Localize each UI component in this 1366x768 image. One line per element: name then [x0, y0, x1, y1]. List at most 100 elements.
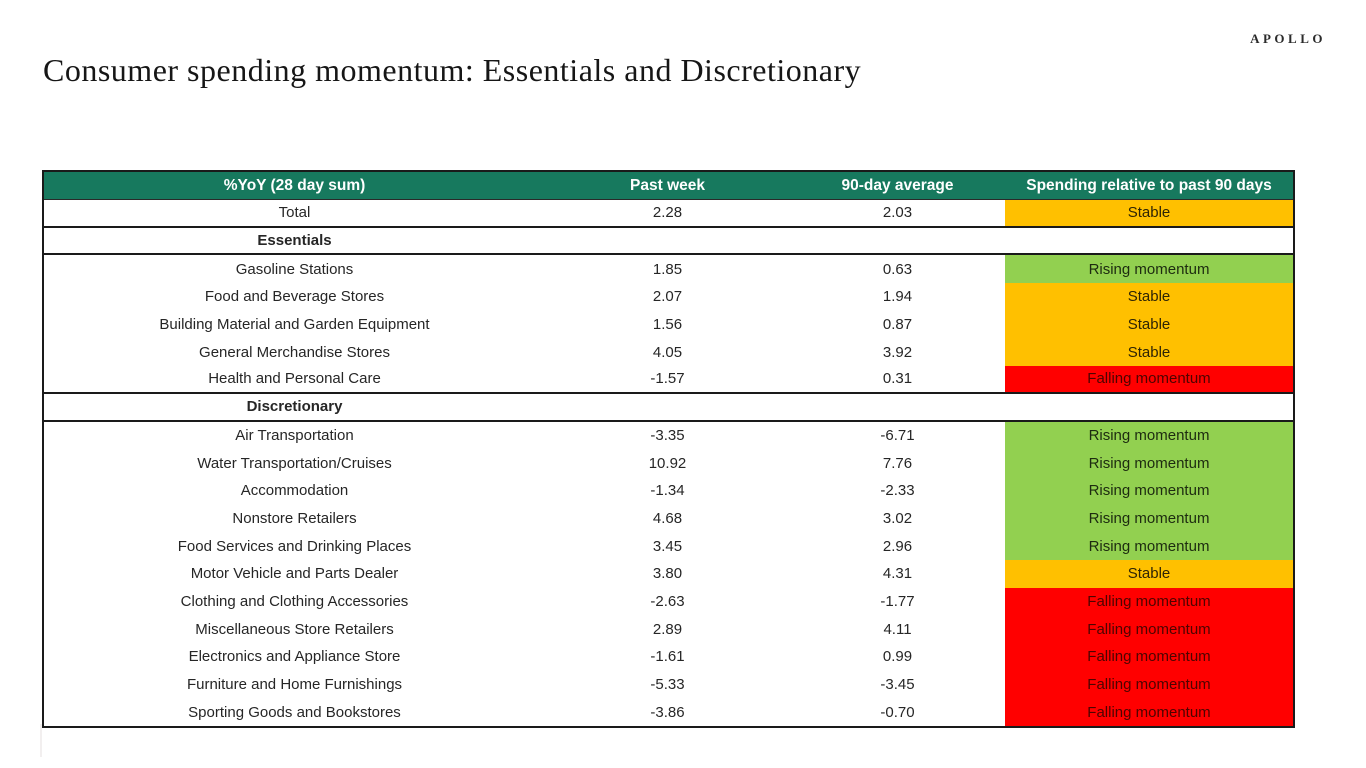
category-cell: Building Material and Garden Equipment — [159, 316, 430, 334]
table-row: Food and Beverage Stores 2.07 1.94 Stabl… — [44, 283, 1293, 311]
past-week-cell: -1.61 — [650, 648, 685, 666]
avg90-cell: 0.31 — [882, 370, 913, 388]
avg90-cell: -2.33 — [880, 482, 915, 500]
table-row: Discretionary — [44, 394, 1293, 422]
column-header-past-week: Past week — [630, 176, 705, 194]
category-cell: Essentials — [257, 232, 332, 250]
category-cell: Sporting Goods and Bookstores — [188, 703, 401, 721]
apollo-logo: APOLLO — [1250, 31, 1326, 46]
category-cell: Food and Beverage Stores — [204, 288, 385, 306]
category-cell: Furniture and Home Furnishings — [186, 676, 403, 694]
table-row: Water Transportation/Cruises 10.92 7.76 … — [44, 449, 1293, 477]
spending-momentum-table: %YoY (28 day sum) Past week 90-day avera… — [42, 170, 1295, 729]
category-cell: Clothing and Clothing Accessories — [180, 592, 409, 610]
category-cell: Food Services and Drinking Places — [177, 537, 412, 555]
category-cell: Nonstore Retailers — [232, 509, 357, 527]
table-row: Food Services and Drinking Places 3.45 2… — [44, 532, 1293, 560]
past-week-cell: 4.05 — [652, 343, 683, 361]
avg90-cell: 1.94 — [882, 288, 913, 306]
status-cell: Falling momentum — [1005, 366, 1293, 392]
status-cell: Stable — [1005, 200, 1293, 226]
category-cell: Discretionary — [246, 398, 343, 416]
status-cell: Rising momentum — [1005, 255, 1293, 284]
avg90-cell: 3.02 — [882, 509, 913, 527]
past-week-cell: -5.33 — [650, 676, 685, 694]
table-row: Health and Personal Care -1.57 0.31 Fall… — [44, 366, 1293, 394]
status-cell: Rising momentum — [1005, 504, 1293, 533]
avg90-cell: -6.71 — [880, 426, 915, 444]
table-row: Electronics and Appliance Store -1.61 0.… — [44, 643, 1293, 671]
column-header-90day-average: 90-day average — [841, 176, 954, 194]
past-week-cell: 4.68 — [652, 509, 683, 527]
column-header-yoy: %YoY (28 day sum) — [223, 176, 366, 194]
table-row: Clothing and Clothing Accessories -2.63 … — [44, 587, 1293, 616]
past-week-cell: -1.34 — [650, 482, 685, 500]
avg90-cell: 4.11 — [883, 620, 912, 638]
status-cell: Stable — [1005, 559, 1293, 588]
avg90-cell: -3.45 — [880, 676, 915, 694]
past-week-cell: 2.07 — [652, 288, 683, 306]
past-week-cell: 2.89 — [652, 620, 683, 638]
page-title: Consumer spending momentum: Essentials a… — [43, 52, 862, 88]
past-week-cell: 3.80 — [652, 565, 683, 583]
status-cell: Stable — [1005, 283, 1293, 311]
table-header-row: %YoY (28 day sum) Past week 90-day avera… — [44, 172, 1293, 200]
past-week-cell — [545, 394, 790, 420]
past-week-cell: 3.45 — [652, 537, 683, 555]
table-row: Essentials — [44, 228, 1293, 256]
category-cell: Air Transportation — [235, 426, 354, 444]
avg90-cell: 2.03 — [882, 204, 913, 222]
status-cell: Rising momentum — [1005, 449, 1293, 477]
past-week-cell: -3.35 — [650, 426, 685, 444]
status-cell — [1005, 394, 1293, 420]
category-cell: Miscellaneous Store Retailers — [195, 620, 394, 638]
past-week-cell: 2.28 — [652, 204, 683, 222]
past-week-cell: 10.92 — [648, 454, 687, 472]
page-edge-artifact — [40, 724, 42, 757]
category-cell: Gasoline Stations — [235, 260, 354, 278]
table-row: Accommodation -1.34 -2.33 Rising momentu… — [44, 476, 1293, 505]
status-cell — [1005, 228, 1293, 254]
status-cell: Rising momentum — [1005, 476, 1293, 505]
status-cell: Falling momentum — [1005, 587, 1293, 616]
past-week-cell: -3.86 — [650, 703, 685, 721]
table-row: Furniture and Home Furnishings -5.33 -3.… — [44, 670, 1293, 699]
table-row: Building Material and Garden Equipment 1… — [44, 310, 1293, 339]
status-cell: Falling momentum — [1005, 615, 1293, 643]
avg90-cell — [790, 228, 1005, 254]
past-week-cell: 1.56 — [652, 316, 683, 334]
status-cell: Falling momentum — [1005, 643, 1293, 671]
table-row: General Merchandise Stores 4.05 3.92 Sta… — [44, 338, 1293, 367]
table-row: Air Transportation -3.35 -6.71 Rising mo… — [44, 421, 1293, 450]
table-row: Gasoline Stations 1.85 0.63 Rising momen… — [44, 255, 1293, 284]
category-cell: Electronics and Appliance Store — [188, 648, 401, 666]
category-cell: Water Transportation/Cruises — [197, 454, 392, 472]
avg90-cell: -1.77 — [880, 592, 915, 610]
category-cell: Total — [278, 204, 311, 222]
category-cell: Health and Personal Care — [208, 370, 381, 388]
table-row: Miscellaneous Store Retailers 2.89 4.11 … — [44, 615, 1293, 643]
avg90-cell: -0.70 — [880, 703, 915, 721]
table-body: Total 2.28 2.03 Stable Essentials Gasoli… — [44, 200, 1293, 727]
past-week-cell: 1.85 — [652, 260, 683, 278]
status-cell: Falling momentum — [1005, 670, 1293, 699]
status-cell: Rising momentum — [1005, 532, 1293, 560]
avg90-cell: 0.87 — [882, 316, 913, 334]
table-row: Motor Vehicle and Parts Dealer 3.80 4.31… — [44, 559, 1293, 588]
table-row: Total 2.28 2.03 Stable — [44, 200, 1293, 228]
status-cell: Stable — [1005, 310, 1293, 339]
status-cell: Falling momentum — [1005, 698, 1293, 727]
avg90-cell — [790, 394, 1005, 420]
status-cell: Stable — [1005, 338, 1293, 367]
avg90-cell: 0.99 — [882, 648, 913, 666]
past-week-cell: -2.63 — [650, 592, 685, 610]
table-row: Sporting Goods and Bookstores -3.86 -0.7… — [44, 698, 1293, 727]
status-cell: Rising momentum — [1005, 421, 1293, 450]
category-cell: General Merchandise Stores — [199, 343, 390, 361]
table-row: Nonstore Retailers 4.68 3.02 Rising mome… — [44, 504, 1293, 533]
past-week-cell: -1.57 — [650, 370, 685, 388]
category-cell: Motor Vehicle and Parts Dealer — [190, 565, 399, 583]
avg90-cell: 7.76 — [882, 454, 913, 472]
column-header-spending-relative: Spending relative to past 90 days — [1026, 176, 1272, 194]
avg90-cell: 4.31 — [882, 565, 913, 583]
